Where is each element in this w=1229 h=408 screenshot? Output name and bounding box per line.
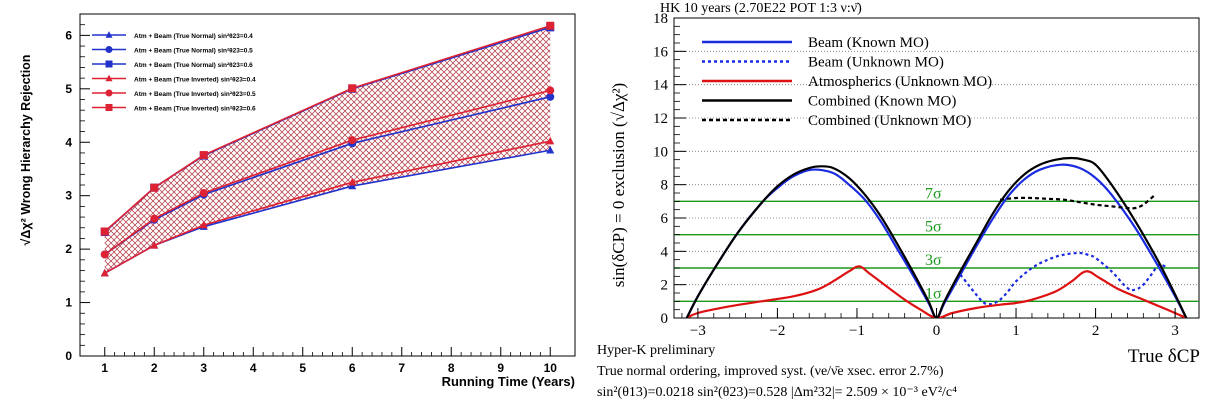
left-y-tick-label: 6 xyxy=(65,28,72,42)
left-legend-label-4: Atm + Beam (True Inverted) sin²θ23=0.5 xyxy=(134,91,256,98)
right-chart-title: HK 10 years (2.70E22 POT 1:3 ν:ν̄) xyxy=(660,1,862,16)
left-y-ticks: 0 1 2 3 4 5 6 xyxy=(65,13,90,363)
right-legend-label-4: Combined (Unknown MO) xyxy=(808,113,971,129)
right-y-tick-label: 18 xyxy=(653,11,668,27)
right-x-axis-label: True δCP xyxy=(1128,346,1200,367)
right-x-tick-label: −3 xyxy=(690,323,706,339)
left-y-tick-label: 0 xyxy=(65,349,72,363)
left-y-tick-label: 5 xyxy=(65,82,72,96)
right-x-tick-label: −1 xyxy=(849,323,865,339)
left-point-0-4 xyxy=(546,145,555,154)
left-legend-marker-2 xyxy=(105,60,113,68)
right-sigma-label: 5σ xyxy=(925,219,942,236)
left-x-tick-label: 4 xyxy=(250,361,257,375)
right-x-tick-label: 3 xyxy=(1171,323,1179,339)
right-y-tick-label: 0 xyxy=(661,311,669,327)
left-x-tick-label: 8 xyxy=(448,361,455,375)
left-point-1-4 xyxy=(546,92,555,101)
right-series-line-3 xyxy=(685,156,1188,318)
left-legend-label-2: Atm + Beam (True Normal) sin²θ23=0.6 xyxy=(134,62,253,69)
left-x-tick-label: 7 xyxy=(398,361,405,375)
right-sigma-label: 1σ xyxy=(925,285,942,302)
right-series-line-1 xyxy=(959,251,1168,306)
left-point-4-4 xyxy=(546,86,555,95)
right-legend-label-2: Atmospherics (Unknown MO) xyxy=(808,74,992,90)
left-point-5-0 xyxy=(100,227,109,236)
left-chart-panel: 1 2 3 4 5 6 7 8 9 10 0 1 2 3 4 5 6 Atm + Beam (True Nor… xyxy=(19,13,576,389)
left-point-4-3 xyxy=(348,136,357,145)
left-legend-label-0: Atm + Beam (True Normal) sin²θ23=0.4 xyxy=(134,33,253,40)
left-x-axis-label: Running Time (Years) xyxy=(442,374,575,389)
left-legend-marker-1 xyxy=(105,46,113,53)
left-legend-label-1: Atm + Beam (True Normal) sin²θ23=0.5 xyxy=(134,48,253,55)
right-y-tick-label: 6 xyxy=(661,211,669,227)
right-y-tick-label: 12 xyxy=(653,111,668,127)
left-series-markers xyxy=(100,21,555,277)
left-point-5-4 xyxy=(546,21,555,30)
right-legend-label-0: Beam (Known MO) xyxy=(808,35,929,51)
left-x-tick-label: 1 xyxy=(101,361,108,375)
right-grid-lines xyxy=(674,50,1199,286)
right-y-axis-label: sin(δCP) = 0 exclusion (√Δχ²) xyxy=(609,83,628,287)
left-y-tick-label: 1 xyxy=(65,296,72,310)
right-note-systematics: True normal ordering, improved syst. (νe… xyxy=(597,364,944,379)
left-point-3-1 xyxy=(150,240,159,249)
right-x-ticks: −3 −2 −1 0 1 2 3 xyxy=(681,308,1179,339)
left-y-tick-label: 2 xyxy=(65,242,72,256)
left-x-tick-label: 3 xyxy=(200,361,207,375)
left-x-tick-label: 9 xyxy=(497,361,504,375)
left-x-tick-label: 10 xyxy=(544,361,558,375)
right-y-tick-label: 8 xyxy=(661,178,669,194)
left-point-4-0 xyxy=(100,250,109,259)
left-point-3-4 xyxy=(546,136,555,145)
left-point-5-3 xyxy=(348,84,357,93)
left-legend-label-5: Atm + Beam (True Inverted) sin²θ23=0.6 xyxy=(134,106,256,113)
right-legend-label-1: Beam (Unknown MO) xyxy=(808,55,944,71)
right-y-tick-label: 16 xyxy=(653,44,669,60)
left-legend-label-3: Atm + Beam (True Inverted) sin²θ23=0.4 xyxy=(134,77,256,84)
left-point-3-2 xyxy=(199,220,208,229)
right-x-tick-label: 0 xyxy=(933,323,941,339)
right-y-tick-label: 14 xyxy=(653,78,669,94)
left-y-tick-label: 4 xyxy=(65,135,72,149)
right-y-tick-label: 2 xyxy=(661,278,669,294)
left-legend: Atm + Beam (True Normal) sin²θ23=0.4 Atm … xyxy=(92,31,256,113)
left-y-tick-label: 3 xyxy=(65,189,72,203)
left-point-4-1 xyxy=(150,214,159,223)
left-point-3-3 xyxy=(348,177,357,186)
left-x-ticks: 1 2 3 4 5 6 7 8 9 10 xyxy=(101,347,557,375)
right-legend: Beam (Known MO) Beam (Unknown MO) Atmosphe… xyxy=(702,35,992,129)
right-series-line-4 xyxy=(1000,193,1156,210)
right-y-tick-label: 4 xyxy=(661,244,669,260)
right-x-tick-label: 1 xyxy=(1012,323,1020,339)
left-y-axis-label: √Δχ² Wrong Hierarchy Rejection xyxy=(19,55,33,246)
right-x-tick-label: −2 xyxy=(769,323,785,339)
left-x-tick-label: 5 xyxy=(299,361,306,375)
left-point-3-0 xyxy=(100,268,109,277)
right-series-line-2 xyxy=(686,265,1187,318)
left-x-tick-label: 6 xyxy=(349,361,356,375)
left-point-5-1 xyxy=(150,183,159,192)
left-legend-marker-4 xyxy=(105,89,113,97)
right-note-parameters: sin²(θ13)=0.0218 sin²(θ23)=0.528 |Δm²32|… xyxy=(597,385,957,400)
right-y-ticks: 0 2 4 6 8 10 12 14 16 18 xyxy=(653,11,686,327)
left-point-4-2 xyxy=(199,189,208,198)
left-point-5-2 xyxy=(199,151,208,160)
right-sigma-label: 7σ xyxy=(925,185,942,202)
left-legend-marker-5 xyxy=(105,104,113,111)
right-note-preliminary: Hyper-K preliminary xyxy=(597,343,715,358)
left-x-tick-label: 2 xyxy=(151,361,158,375)
right-legend-label-3: Combined (Known MO) xyxy=(808,94,956,110)
left-legend-marker-0 xyxy=(105,31,113,38)
left-legend-marker-3 xyxy=(105,74,113,82)
right-x-tick-label: 2 xyxy=(1092,323,1100,339)
right-series-lines xyxy=(685,156,1188,318)
right-sigma-label: 3σ xyxy=(925,252,942,269)
right-y-tick-label: 10 xyxy=(653,144,668,160)
right-series-line-0 xyxy=(685,163,1188,318)
